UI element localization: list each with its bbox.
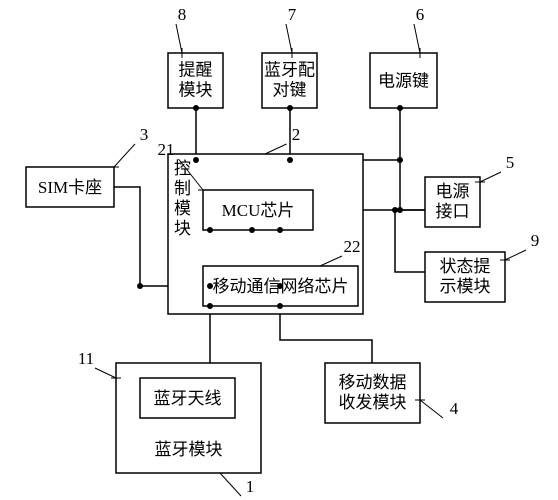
box-remind: 提醒模块 <box>168 53 223 108</box>
callout-mobtrx: 4 <box>415 399 459 418</box>
callout-num-btant: 11 <box>78 349 94 368</box>
box-label2-mobtrx: 收发模块 <box>339 393 407 412</box>
box-label-ctrl-c0: 控 <box>174 159 191 178</box>
callout-sim: 3 <box>109 125 148 167</box>
callout-status: 9 <box>500 231 539 260</box>
callout-num-power: 6 <box>416 5 425 24</box>
callout-power: 6 <box>414 5 424 58</box>
callout-num-ctrl: 2 <box>292 125 301 144</box>
callout-num-sim: 3 <box>140 125 149 144</box>
box-label1-pwport: 电源 <box>436 182 470 201</box>
callout-num-mcu: 21 <box>158 140 175 159</box>
callout-num-pwport: 5 <box>506 153 515 172</box>
box-label1-mobtrx: 移动数据 <box>339 373 407 392</box>
callout-num-mobchip: 22 <box>344 237 361 256</box>
box-mcu: MCU芯片 <box>203 190 313 230</box>
box-btant: 蓝牙天线 <box>140 378 235 418</box>
box-label-ctrl-c1: 制 <box>174 179 191 198</box>
callout-btmod: 1 <box>215 473 254 496</box>
callout-num-status: 9 <box>531 231 540 250</box>
box-mobtrx: 移动数据收发模块 <box>325 363 420 423</box>
box-label1-remind: 提醒 <box>179 61 213 80</box>
callout-num-remind: 8 <box>178 5 187 24</box>
box-label-sim: SIM卡座 <box>38 178 102 197</box>
box-label1-btpair: 蓝牙配 <box>264 61 315 80</box>
callout-remind: 8 <box>176 5 186 58</box>
box-label-power: 电源键 <box>378 72 429 91</box>
callout-btpair: 7 <box>286 5 297 58</box>
callout-btant: 11 <box>78 349 121 378</box>
box-pwport: 电源接口 <box>425 177 480 227</box>
box-power: 电源键 <box>370 53 437 108</box>
callout-ctrl: 2 <box>260 125 300 154</box>
callout-num-btpair: 7 <box>288 5 297 24</box>
box-label-ctrl-c3: 块 <box>174 219 191 238</box>
callout-num-btmod: 1 <box>246 477 255 496</box>
box-label-ctrl-c2: 模 <box>174 199 191 218</box>
box-label2-remind: 模块 <box>179 81 213 100</box>
box-label2-btpair: 对键 <box>273 81 307 100</box>
box-label-btmod: 蓝牙模块 <box>155 440 223 459</box>
box-label2-status: 示模块 <box>440 277 491 296</box>
callout-pwport: 5 <box>475 153 514 182</box>
block-diagram: 控制模块蓝牙模块提醒模块蓝牙配对键电源键SIM卡座MCU芯片移动通信网络芯片电源… <box>0 0 558 500</box>
box-status: 状态提示模块 <box>425 252 505 302</box>
box-label2-pwport: 接口 <box>436 202 470 221</box>
box-label1-status: 状态提 <box>440 257 491 276</box>
callout-num-mobtrx: 4 <box>450 399 459 418</box>
box-btpair: 蓝牙配对键 <box>262 53 317 108</box>
box-label-btant: 蓝牙天线 <box>154 389 222 408</box>
box-label-mcu: MCU芯片 <box>222 201 295 220</box>
box-sim: SIM卡座 <box>26 167 114 207</box>
